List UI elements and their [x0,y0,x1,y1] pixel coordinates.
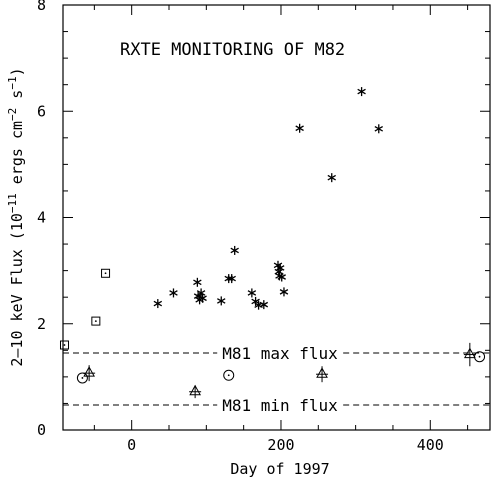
asterisk-point [198,293,207,303]
y-tick-label: 6 [37,102,46,120]
triangle-point [463,342,476,367]
y-axis-label-text: s [8,90,26,108]
circle-center-dot [478,355,481,358]
asterisk-stroke [259,301,269,308]
square-center-dot [104,272,107,275]
y-axis-label-text: ) [8,67,26,76]
square-center-dot [94,320,97,322]
x-axis-label: Day of 1997 [230,460,329,478]
asterisk-point [230,245,239,255]
reference-lines: M81 max flux M81 min flux [63,344,490,415]
square-marker [59,340,69,350]
triangle-marker [463,347,476,359]
triangle-point [83,365,96,382]
reference-line-label: M81 max flux [222,344,338,363]
square-point [59,340,69,350]
axis-ticks: 0 200 400 0 2 4 6 8 [37,0,490,454]
asterisk-stroke [217,298,226,304]
circle-point [76,372,88,384]
asterisk-stroke [275,265,285,271]
y-axis-label: 2–10 keV Flux (10−11 ergs cm−2 s−1) [6,67,26,366]
x-tick-label: 400 [417,436,444,454]
triangle-marker [316,367,328,378]
y-axis-label-exponent: −11 [6,193,19,213]
y-tick-label: 0 [37,421,46,439]
asterisk-stroke [251,298,260,305]
square-center-dot [63,344,66,346]
plot-frame [62,4,491,431]
data-points [59,87,486,399]
asterisk-point [259,300,269,310]
circle-point [223,369,235,381]
y-axis-label-text: ergs cm [8,121,26,193]
asterisk-stroke [230,247,239,254]
asterisk-point [374,124,384,134]
square-marker [101,268,111,278]
x-tick-label: 200 [267,436,294,454]
asterisk-point [357,87,366,97]
y-axis-label-text: 2–10 keV Flux (10 [8,213,26,367]
triangle-marker [189,384,201,396]
asterisk-point [227,274,236,284]
asterisk-stroke [153,300,163,307]
x-tick-label: 0 [127,436,136,454]
circle-center-dot [81,377,84,379]
asterisk-stroke [277,274,286,280]
asterisk-point [327,173,336,183]
asterisk-stroke [196,290,206,296]
square-point [91,316,101,326]
asterisk-stroke [198,295,207,302]
asterisk-point [153,299,163,309]
asterisk-stroke [295,125,304,132]
asterisk-stroke [374,125,384,132]
y-tick-label: 8 [37,0,46,14]
asterisk-stroke [193,279,202,286]
asterisk-stroke [169,290,178,296]
asterisk-stroke [327,174,336,181]
chart-title: RXTE MONITORING OF M82 [120,40,345,60]
asterisk-stroke [279,289,289,295]
asterisk-stroke [227,275,236,282]
triangle-point [189,384,202,399]
asterisk-stroke [357,88,366,95]
asterisk-stroke [247,290,257,296]
y-tick-label: 4 [37,209,46,227]
asterisk-point [277,272,286,282]
circle-center-dot [227,374,230,377]
asterisk-stroke [274,268,283,275]
asterisk-point [295,123,304,133]
triangle-marker [83,366,95,377]
y-axis-label-exponent: −2 [6,108,19,121]
square-point [101,268,111,278]
asterisk-point [196,288,206,298]
reference-line-label: M81 min flux [222,396,338,415]
asterisk-point [275,263,285,273]
asterisk-point [169,288,178,298]
circle-marker [223,369,235,381]
triangle-point [316,366,329,383]
circle-point [474,351,486,363]
circle-marker [76,372,88,384]
square-marker [91,316,101,326]
asterisk-point [217,296,226,306]
asterisk-point [279,287,289,297]
asterisk-point [193,277,202,287]
asterisk-point [247,288,257,298]
y-tick-label: 2 [37,315,46,333]
y-axis-label-exponent: −1 [6,76,19,89]
